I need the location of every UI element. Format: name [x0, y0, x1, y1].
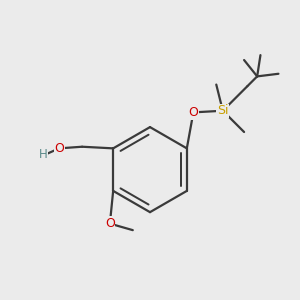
Text: O: O [188, 106, 198, 119]
Text: O: O [105, 217, 115, 230]
Text: O: O [54, 142, 64, 155]
Text: H: H [38, 148, 47, 161]
Text: Si: Si [217, 104, 229, 117]
